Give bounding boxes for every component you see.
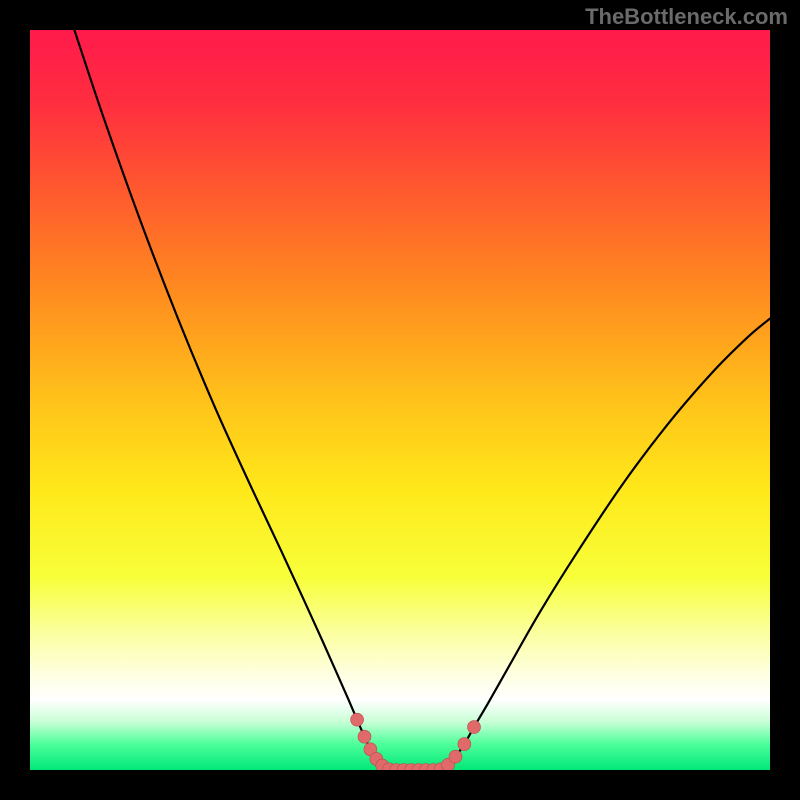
curve-marker — [351, 713, 364, 726]
chart-frame: TheBottleneck.com — [0, 0, 800, 800]
bottleneck-curve-chart — [0, 0, 800, 800]
curve-marker — [449, 750, 462, 763]
curve-marker — [358, 730, 371, 743]
watermark-text: TheBottleneck.com — [585, 4, 788, 30]
plot-background-gradient — [30, 30, 770, 770]
curve-marker — [458, 738, 471, 751]
curve-marker — [468, 721, 481, 734]
